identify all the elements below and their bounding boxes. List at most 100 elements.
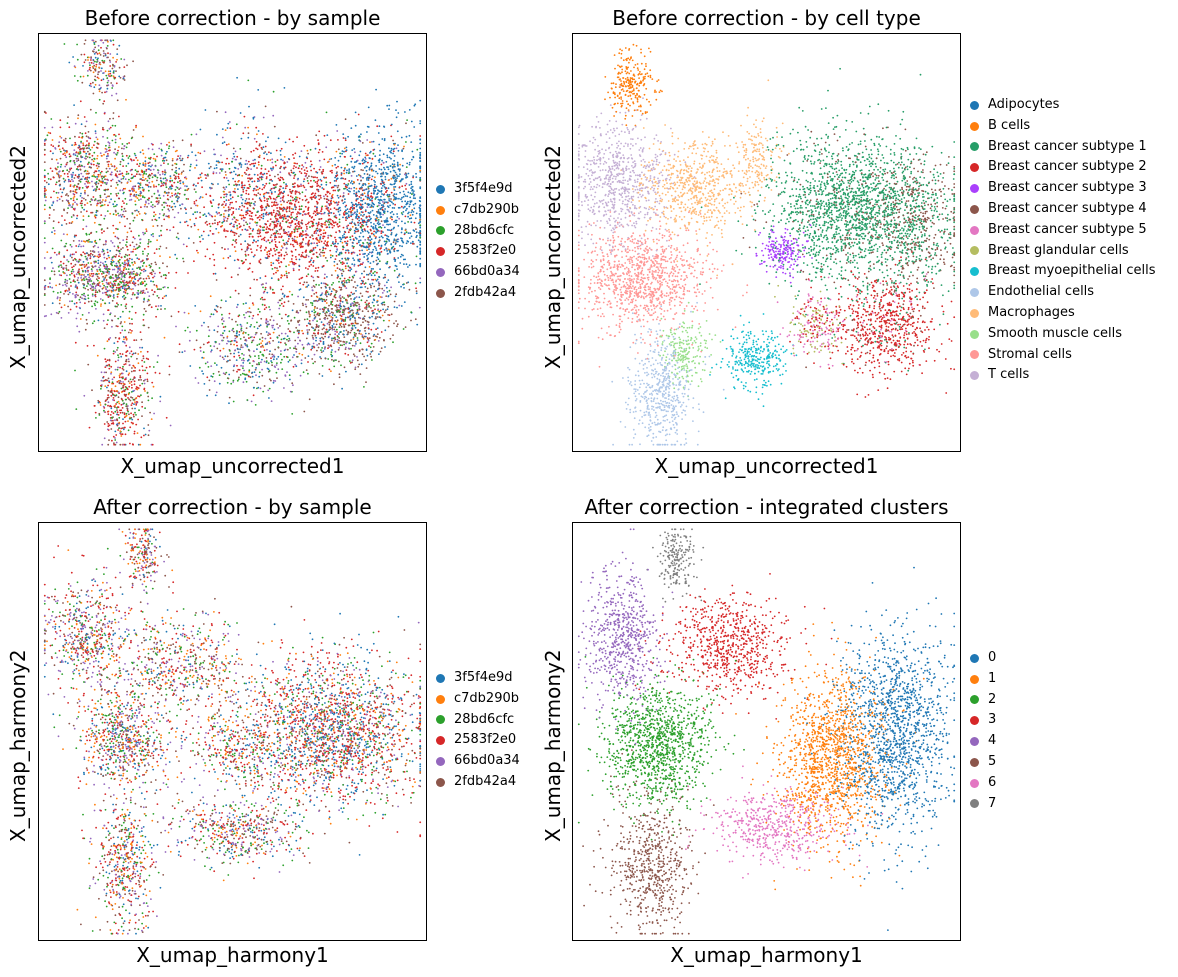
cell-point <box>301 329 303 332</box>
cell-point <box>110 163 113 166</box>
cell-point <box>279 154 282 156</box>
cell-point <box>286 233 289 236</box>
cell-point <box>49 132 52 135</box>
cell-point <box>51 231 53 234</box>
cell-point <box>376 222 379 225</box>
cell-point <box>300 277 303 280</box>
cell-point <box>86 285 88 287</box>
cell-point <box>112 399 114 401</box>
cell-point <box>285 272 288 275</box>
cell-point <box>301 191 304 194</box>
cell-point <box>320 222 323 225</box>
cell-point <box>333 383 335 386</box>
cell-point <box>265 246 267 249</box>
cell-point <box>240 364 243 367</box>
cell-point <box>295 326 298 329</box>
cell-point <box>380 220 383 223</box>
cell-point <box>208 222 211 225</box>
cell-point <box>90 272 93 275</box>
cell-point <box>136 159 139 162</box>
cell-point <box>247 160 250 163</box>
cell-point <box>267 136 269 139</box>
cell-point <box>240 214 243 217</box>
cell-point <box>401 200 403 203</box>
cell-point <box>219 349 222 352</box>
cell-point <box>366 254 368 257</box>
cell-point <box>338 221 341 224</box>
cell-point <box>401 220 403 223</box>
cell-point <box>397 165 399 167</box>
cell-point <box>87 131 90 133</box>
cell-point <box>280 147 283 150</box>
cell-point <box>131 241 134 244</box>
cell-point <box>214 222 216 225</box>
cell-point <box>288 374 291 377</box>
cell-point <box>50 313 53 316</box>
cell-point <box>377 262 379 265</box>
cell-point <box>300 185 302 187</box>
cell-point <box>256 381 258 384</box>
cell-point <box>327 347 329 350</box>
cell-point <box>351 221 354 223</box>
cell-point <box>102 319 105 322</box>
cell-point <box>72 199 75 202</box>
cell-point <box>199 128 202 131</box>
cell-point <box>313 230 316 233</box>
cell-point <box>291 254 294 257</box>
cell-point <box>208 329 211 332</box>
cell-point <box>227 122 230 125</box>
cell-point <box>403 145 405 148</box>
cell-point <box>381 208 384 211</box>
cell-point <box>339 294 342 297</box>
cell-point <box>51 170 54 173</box>
cell-point <box>82 219 85 221</box>
cell-point <box>265 153 268 156</box>
cell-point <box>92 196 95 198</box>
cell-point <box>234 334 237 337</box>
cell-point <box>332 241 334 243</box>
cell-point <box>297 342 299 345</box>
cell-point <box>94 130 97 133</box>
cell-point <box>310 216 313 219</box>
cell-point <box>83 53 86 56</box>
cell-point <box>114 437 116 439</box>
cell-point <box>350 298 352 300</box>
cell-point <box>143 297 146 300</box>
cell-point <box>321 336 323 339</box>
cell-point <box>370 221 372 224</box>
cell-point <box>114 368 117 371</box>
cell-point <box>87 150 89 153</box>
cell-point <box>140 206 142 209</box>
cell-point <box>131 212 134 215</box>
cell-point <box>83 61 86 64</box>
cell-point <box>94 46 97 49</box>
cell-point <box>252 255 255 258</box>
cell-point <box>270 315 273 318</box>
cell-point <box>300 221 303 224</box>
cell-point <box>165 186 168 189</box>
cell-point <box>174 175 177 178</box>
cell-point <box>158 213 161 215</box>
cell-point <box>347 214 350 217</box>
cell-point <box>232 152 235 155</box>
cell-point <box>59 188 62 191</box>
cell-point <box>325 183 328 186</box>
cell-point <box>49 277 51 279</box>
cell-point <box>358 350 361 353</box>
cell-point <box>72 259 75 262</box>
cell-point <box>288 238 290 240</box>
cell-point <box>225 300 227 302</box>
cell-point <box>344 265 347 268</box>
cell-point <box>275 217 277 220</box>
cell-point <box>374 181 376 183</box>
cell-point <box>266 341 269 344</box>
cell-point <box>336 174 339 177</box>
cell-point <box>345 146 348 149</box>
cell-point <box>53 232 56 235</box>
cell-point <box>271 254 274 257</box>
cell-point <box>123 79 126 81</box>
cell-point <box>384 234 387 237</box>
cell-point <box>132 187 135 190</box>
cell-point <box>286 338 288 341</box>
cell-point <box>311 289 314 291</box>
